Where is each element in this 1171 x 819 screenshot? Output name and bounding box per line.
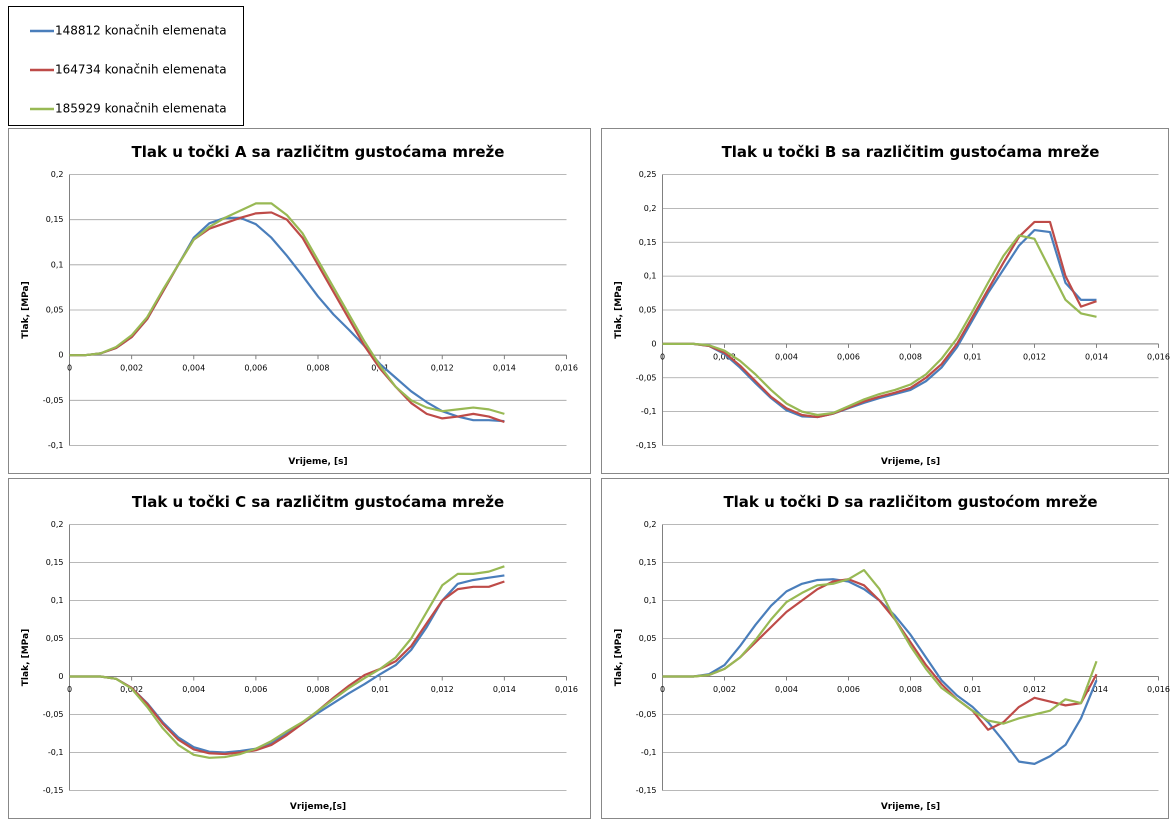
y-axis-label: Tlak, [MPa]	[614, 629, 624, 686]
y-tick-label: 0	[58, 351, 63, 360]
x-tick-label: 0,012	[431, 685, 454, 694]
y-tick-label: 0,05	[46, 634, 64, 643]
series-line	[69, 211, 505, 424]
x-tick-label: 0,01	[371, 685, 389, 694]
y-tick-label: 0,25	[639, 170, 657, 179]
legend-box	[8, 6, 244, 126]
y-tick-label: 0,15	[46, 215, 64, 224]
y-axis-label: Tlak, [MPa]	[21, 629, 31, 686]
x-tick-label: 0,012	[431, 364, 454, 373]
x-tick-label: 0,016	[1147, 685, 1170, 694]
y-tick-label: 0,2	[644, 204, 657, 213]
y-tick-label: 0,05	[46, 306, 64, 315]
y-tick-label: 0,2	[644, 520, 657, 529]
y-tick-label: 0,2	[51, 520, 64, 529]
x-tick-label: 0,006	[244, 364, 267, 373]
x-tick-label: 0,016	[555, 685, 578, 694]
x-tick-label: 0,006	[244, 685, 267, 694]
x-tick-label: 0,014	[1085, 352, 1108, 361]
y-tick-label: -0,05	[636, 373, 657, 382]
x-tick-label: 0,008	[899, 352, 922, 361]
y-tick-label: -0,1	[48, 748, 64, 757]
y-tick-label: -0,05	[43, 710, 64, 719]
y-tick-label: 0,05	[639, 634, 657, 643]
series-line	[69, 580, 505, 756]
x-tick-label: 0,01	[964, 352, 982, 361]
x-tick-label: 0,006	[837, 352, 860, 361]
x-tick-label: 0,004	[182, 364, 205, 373]
x-axis-label: Vrijeme, [s]	[288, 457, 347, 467]
y-tick-label: 0,15	[639, 238, 657, 247]
chart-frame	[8, 478, 591, 819]
x-tick-label: 0	[660, 352, 665, 361]
x-axis-label: Vrijeme, [s]	[881, 802, 940, 812]
y-tick-label: 0,1	[51, 260, 64, 269]
chart-frame	[601, 128, 1169, 474]
x-tick-label: 0,008	[307, 364, 330, 373]
x-tick-label: 0,002	[713, 352, 736, 361]
series-line	[69, 565, 505, 759]
y-tick-label: -0,15	[636, 786, 657, 795]
x-tick-label: 0,012	[1023, 685, 1046, 694]
x-tick-label: 0,004	[775, 352, 798, 361]
y-axis-label: Tlak, [MPa]	[614, 281, 624, 338]
series-line	[662, 228, 1097, 419]
y-tick-label: -0,15	[43, 786, 64, 795]
x-tick-label: 0,008	[307, 685, 330, 694]
y-tick-label: -0,1	[641, 748, 657, 757]
x-tick-label: 0,008	[899, 685, 922, 694]
y-tick-label: 0,15	[639, 558, 657, 567]
x-tick-label: 0,004	[182, 685, 205, 694]
x-tick-label: 0,004	[775, 685, 798, 694]
y-tick-label: 0,1	[51, 596, 64, 605]
chart-title: Tlak u točki A sa različitm gustoćama mr…	[132, 143, 505, 161]
series-line	[662, 569, 1098, 725]
x-tick-label: 0	[67, 685, 72, 694]
y-tick-label: 0,2	[51, 170, 64, 179]
chart-frame	[601, 478, 1169, 819]
series-line	[662, 220, 1097, 419]
x-tick-label: 0	[660, 685, 665, 694]
x-tick-label: 0,002	[713, 685, 736, 694]
x-tick-label: 0	[67, 364, 72, 373]
x-tick-label: 0,002	[120, 364, 143, 373]
y-tick-label: 0,1	[644, 596, 657, 605]
x-axis-label: Vrijeme, [s]	[881, 457, 940, 467]
y-tick-label: 0	[651, 339, 656, 348]
y-tick-label: -0,1	[48, 441, 64, 450]
x-tick-label: 0,006	[837, 685, 860, 694]
series-line	[69, 202, 505, 415]
y-axis-label: Tlak, [MPa]	[21, 281, 31, 338]
legend-label: 148812 konačnih elemenata	[55, 24, 227, 38]
x-tick-label: 0,016	[555, 364, 578, 373]
x-tick-label: 0,014	[493, 364, 516, 373]
y-tick-label: -0,1	[641, 407, 657, 416]
legend-label: 185929 konačnih elemenata	[55, 102, 227, 116]
x-axis-label: Vrijeme,[s]	[290, 802, 346, 812]
chart-title: Tlak u točki C sa različitm gustoćama mr…	[132, 493, 504, 511]
y-tick-label: 0,05	[639, 306, 657, 315]
x-tick-label: 0,01	[964, 685, 982, 694]
x-tick-label: 0,014	[493, 685, 516, 694]
y-tick-label: -0,05	[636, 710, 657, 719]
legend-label: 164734 konačnih elemenata	[55, 63, 227, 77]
chart-frame	[8, 128, 591, 474]
y-tick-label: -0,05	[43, 396, 64, 405]
y-tick-label: 0	[651, 672, 656, 681]
chart-title: Tlak u točki B sa različitim gustoćama m…	[722, 143, 1100, 161]
y-tick-label: 0,1	[644, 272, 657, 281]
x-tick-label: 0,016	[1147, 352, 1170, 361]
y-tick-label: -0,15	[636, 441, 657, 450]
y-tick-label: 0	[58, 672, 63, 681]
chart-title: Tlak u točki D sa različitom gustoćom mr…	[723, 493, 1097, 511]
series-line	[662, 234, 1097, 417]
x-tick-label: 0,014	[1085, 685, 1108, 694]
x-tick-label: 0,012	[1023, 352, 1046, 361]
y-tick-label: 0,15	[46, 558, 64, 567]
